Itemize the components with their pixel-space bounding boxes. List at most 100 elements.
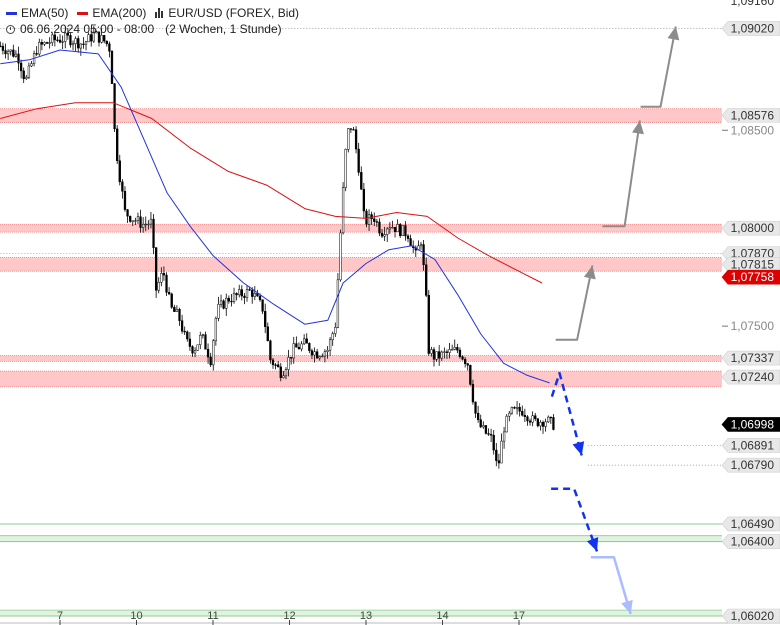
candle-body (469, 364, 472, 385)
candle-body (183, 330, 186, 333)
price-label-box (721, 269, 780, 285)
candle-body (9, 49, 12, 52)
candle-body (341, 187, 345, 234)
price-label: 1,07758 (731, 270, 775, 284)
price-label: 1,06490 (731, 517, 775, 531)
candle-body (180, 320, 184, 332)
candle-body (279, 366, 282, 378)
price-label: 1,07337 (731, 351, 775, 365)
candle-body (292, 343, 295, 359)
candlesticks (0, 25, 555, 469)
ema200-line (0, 102, 543, 284)
x-tick-label: 11 (207, 610, 218, 622)
candle-body (77, 38, 80, 49)
support-zone (0, 610, 722, 616)
candle-body (380, 232, 384, 237)
candle-body (396, 224, 399, 232)
candle-body (186, 331, 189, 340)
candle-body (321, 355, 324, 358)
candle-body (232, 293, 236, 302)
candle-body (248, 289, 251, 291)
legend-ema200[interactable]: EMA(200) (77, 5, 146, 21)
candle-body (453, 347, 456, 350)
scenario-arrows (550, 26, 680, 615)
price-label-box (721, 108, 780, 123)
price-tick-label: 1,08500 (731, 123, 775, 137)
candle-body (204, 334, 207, 350)
candle-body (500, 440, 503, 464)
candle-body (326, 349, 329, 352)
chart-legend: EMA(50) EMA(200) EUR/USD (FOREX, Bid) 06… (6, 5, 303, 37)
candle-body (378, 221, 381, 234)
candle-body (479, 419, 482, 428)
price-label: 1,09160 (731, 0, 775, 8)
candle-body (266, 326, 269, 342)
candle-body (45, 42, 49, 44)
candle-body (375, 221, 379, 223)
candle-body (123, 191, 127, 210)
candle-body (544, 421, 547, 427)
candle-body (97, 31, 101, 43)
candle-body (38, 42, 41, 55)
candle-body (225, 297, 228, 309)
candle-body (66, 32, 69, 36)
candle-body (245, 289, 249, 298)
legend-ema50[interactable]: EMA(50) (6, 5, 68, 21)
price-tick-label: 1,07500 (731, 319, 775, 333)
ema50-swatch (6, 11, 17, 15)
candle-body (282, 375, 285, 378)
candle-body (518, 407, 521, 412)
price-label: 1,06020 (731, 609, 775, 623)
candle-body (427, 295, 430, 354)
candle-body (409, 238, 412, 247)
candle-body (552, 417, 555, 430)
x-tick-label: 10 (130, 610, 142, 622)
price-label: 1,06891 (731, 438, 775, 452)
candle-body (391, 227, 394, 229)
candle-body (110, 51, 114, 84)
candle-body (25, 76, 28, 79)
price-label: 1,07240 (731, 370, 775, 384)
candle-body (4, 50, 7, 55)
candle-body (461, 356, 464, 360)
candle-body (308, 343, 311, 351)
candle-body (212, 340, 215, 366)
candle-body (310, 350, 314, 356)
candle-body (139, 216, 142, 228)
candle-body (116, 128, 119, 162)
candle-body (27, 65, 31, 78)
candle-body (251, 289, 254, 297)
candle-body (6, 51, 10, 55)
legend-symbol[interactable]: EUR/USD (FOREX, Bid) (155, 5, 299, 21)
candle-body (315, 351, 319, 359)
candle-body (152, 218, 155, 248)
candle-body (399, 224, 402, 236)
candle-body (422, 244, 425, 266)
resistance-zone (0, 224, 722, 233)
candle-body (92, 32, 95, 42)
legend-row-indicators: EMA(50) EMA(200) EUR/USD (FOREX, Bid) (6, 5, 303, 21)
candle-body (56, 39, 59, 41)
scenario-arrowhead-blue (572, 441, 585, 456)
candle-body (476, 413, 480, 420)
scenario-arrow-lightblue (590, 555, 632, 615)
candle-body (536, 418, 539, 427)
candle-body (336, 279, 340, 328)
candle-body (157, 282, 160, 291)
candle-body (463, 358, 467, 364)
candle-body (404, 225, 407, 237)
candle-body (154, 247, 158, 291)
candlestick-icon (155, 8, 164, 18)
price-label-box (721, 21, 780, 36)
candle-body (365, 210, 368, 225)
candle-body (230, 300, 233, 303)
candle-body (84, 41, 88, 45)
candle-body (474, 401, 477, 414)
candle-body (487, 433, 490, 435)
candle-body (0, 45, 2, 48)
candle-body (435, 351, 438, 360)
candle-body (40, 42, 44, 45)
x-tick-label: 17 (513, 610, 525, 622)
